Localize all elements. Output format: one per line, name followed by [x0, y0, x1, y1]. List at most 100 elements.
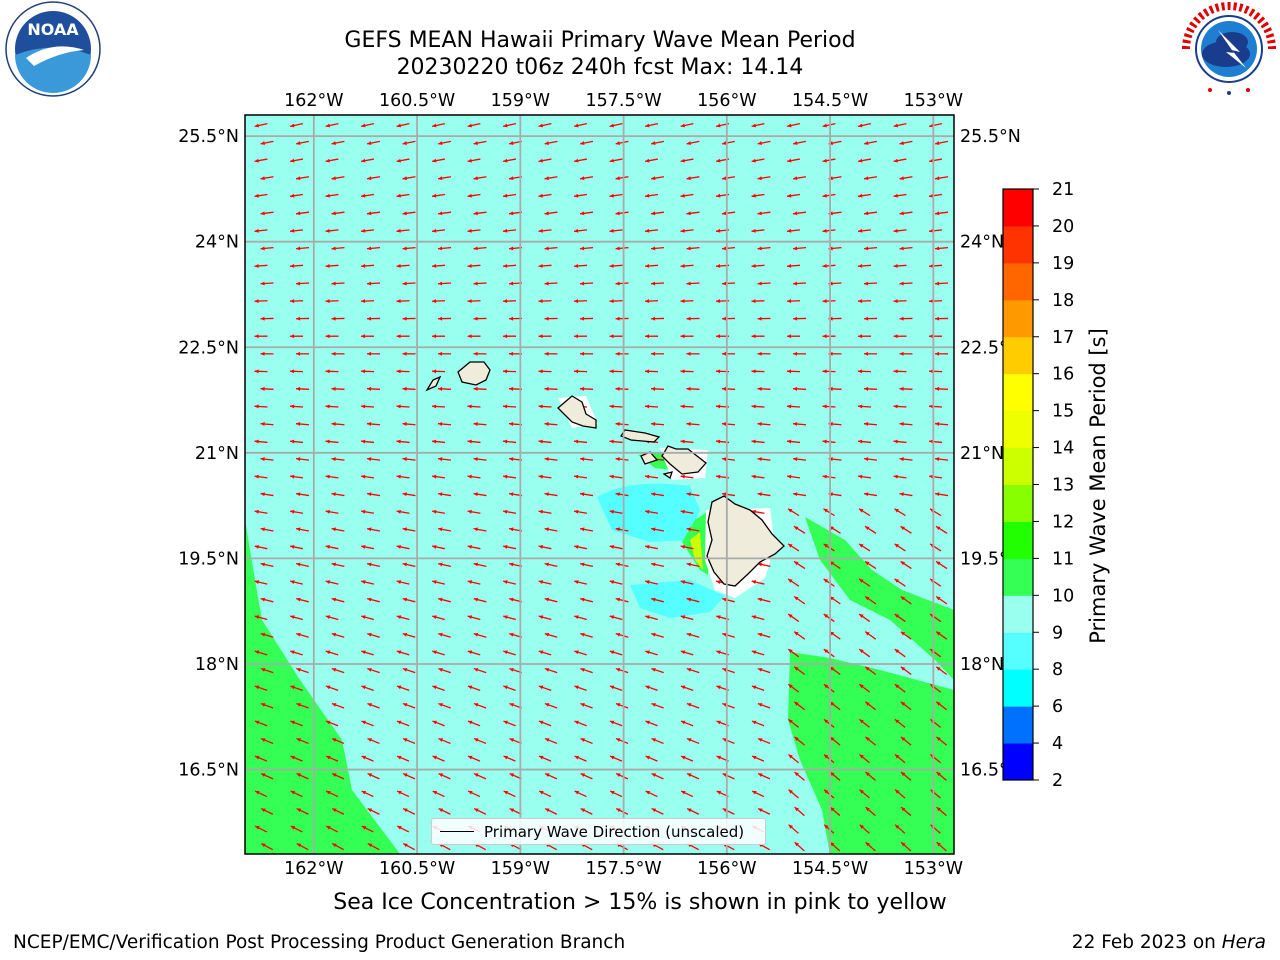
wave-arrow: [296, 562, 309, 568]
wave-arrow: [467, 264, 481, 268]
colorbar-tick-label: 15: [1052, 402, 1074, 422]
wave-arrow: [615, 667, 629, 674]
wave-arrow: [644, 299, 659, 304]
wave-arrow: [650, 492, 665, 497]
wave-arrow: [431, 404, 446, 409]
wave-arrow: [361, 650, 374, 656]
lat-label-left: 19.5°N: [178, 549, 239, 569]
wave-arrow: [792, 316, 807, 321]
wave-arrow: [928, 264, 943, 268]
wave-arrow: [645, 790, 658, 798]
wave-arrow: [928, 404, 943, 409]
wave-arrow: [822, 228, 836, 233]
wave-arrow: [573, 299, 588, 304]
lon-label-top: 153°W: [904, 91, 963, 111]
wave-arrow: [650, 246, 665, 251]
wave-arrow: [473, 422, 487, 426]
wave-arrow: [260, 176, 274, 181]
wave-arrow: [893, 439, 907, 444]
wave-arrow: [721, 246, 736, 251]
wave-arrow: [296, 737, 309, 745]
lat-label-left: 16.5°N: [178, 761, 239, 781]
wave-arrow: [573, 264, 588, 268]
wave-arrow: [863, 281, 878, 286]
wave-arrow: [260, 737, 274, 745]
wave-arrow: [366, 211, 381, 216]
wave-arrow: [325, 158, 339, 163]
wave-arrow: [928, 299, 943, 304]
wave-arrow: [929, 123, 942, 128]
wave-arrow: [934, 422, 949, 426]
wave-arrow: [538, 790, 552, 798]
wave-arrow: [331, 457, 345, 462]
wave-arrow: [822, 474, 836, 479]
wave-arrow: [544, 597, 558, 603]
wave-arrow: [615, 632, 629, 638]
wave-arrow: [467, 439, 481, 444]
wave-arrow: [402, 211, 416, 216]
wave-arrow: [437, 176, 452, 181]
wave-arrow: [579, 211, 594, 216]
wave-arrow: [580, 807, 593, 815]
wave-arrow: [615, 281, 629, 286]
wave-arrow: [721, 140, 736, 145]
wave-arrow: [615, 492, 629, 497]
wave-arrow: [367, 597, 380, 603]
wave-arrow: [438, 562, 451, 568]
wave-arrow: [823, 613, 835, 623]
wave-arrow: [686, 140, 700, 145]
wave-arrow: [254, 299, 268, 304]
wave-arrow: [396, 580, 410, 585]
wave-arrow: [254, 228, 268, 233]
wave-arrow: [686, 702, 700, 709]
wave-arrow: [573, 369, 588, 374]
wave-arrow: [609, 404, 623, 409]
lat-label-left: 21°N: [195, 444, 239, 464]
wave-arrow: [822, 264, 836, 268]
wave-arrow: [794, 806, 805, 817]
wave-arrow: [858, 578, 871, 587]
wave-arrow: [721, 457, 736, 462]
wave-arrow: [792, 140, 807, 145]
wave-arrow: [822, 158, 836, 163]
wave-arrow: [899, 492, 913, 497]
wave-arrow: [502, 404, 517, 409]
lat-label-right: 24°N: [960, 233, 1004, 253]
wave-arrow: [544, 562, 558, 568]
island-kahoolawe: [662, 471, 673, 480]
wave-arrow: [260, 842, 274, 851]
wave-arrow: [325, 228, 339, 233]
wave-arrow: [331, 351, 345, 356]
wave-arrow: [579, 457, 594, 462]
noaa-logo: NOAA: [5, 1, 101, 97]
wave-arrow: [686, 527, 700, 532]
wave-arrow: [325, 615, 339, 621]
wave-arrow: [757, 176, 771, 181]
wave-arrow: [757, 702, 771, 709]
wave-arrow: [296, 632, 309, 638]
lon-label-bottom: 157.5°W: [586, 859, 662, 879]
wave-arrow: [296, 597, 309, 603]
wave-arrow: [823, 683, 835, 693]
wave-arrow: [260, 772, 274, 780]
wave-arrow: [865, 771, 876, 781]
wave-arrow: [544, 211, 558, 216]
wave-arrow: [651, 772, 664, 780]
wave-arrow: [650, 527, 665, 532]
wave-arrow: [822, 299, 836, 304]
wave-arrow: [893, 334, 907, 339]
wave-arrow: [863, 492, 878, 497]
map-legend: Primary Wave Direction (unscaled): [431, 818, 766, 845]
wave-arrow: [289, 193, 304, 198]
wave-arrow: [502, 439, 517, 444]
wave-arrow: [935, 631, 948, 640]
wave-arrow: [289, 474, 304, 479]
wave-arrow: [794, 771, 805, 781]
wave-arrow: [858, 123, 871, 128]
wave-arrow: [502, 334, 517, 339]
wave-arrow: [864, 666, 877, 676]
wave-arrow: [686, 211, 700, 216]
wave-arrow: [396, 615, 410, 621]
wave-arrow: [402, 772, 416, 780]
wave-arrow: [437, 457, 452, 462]
